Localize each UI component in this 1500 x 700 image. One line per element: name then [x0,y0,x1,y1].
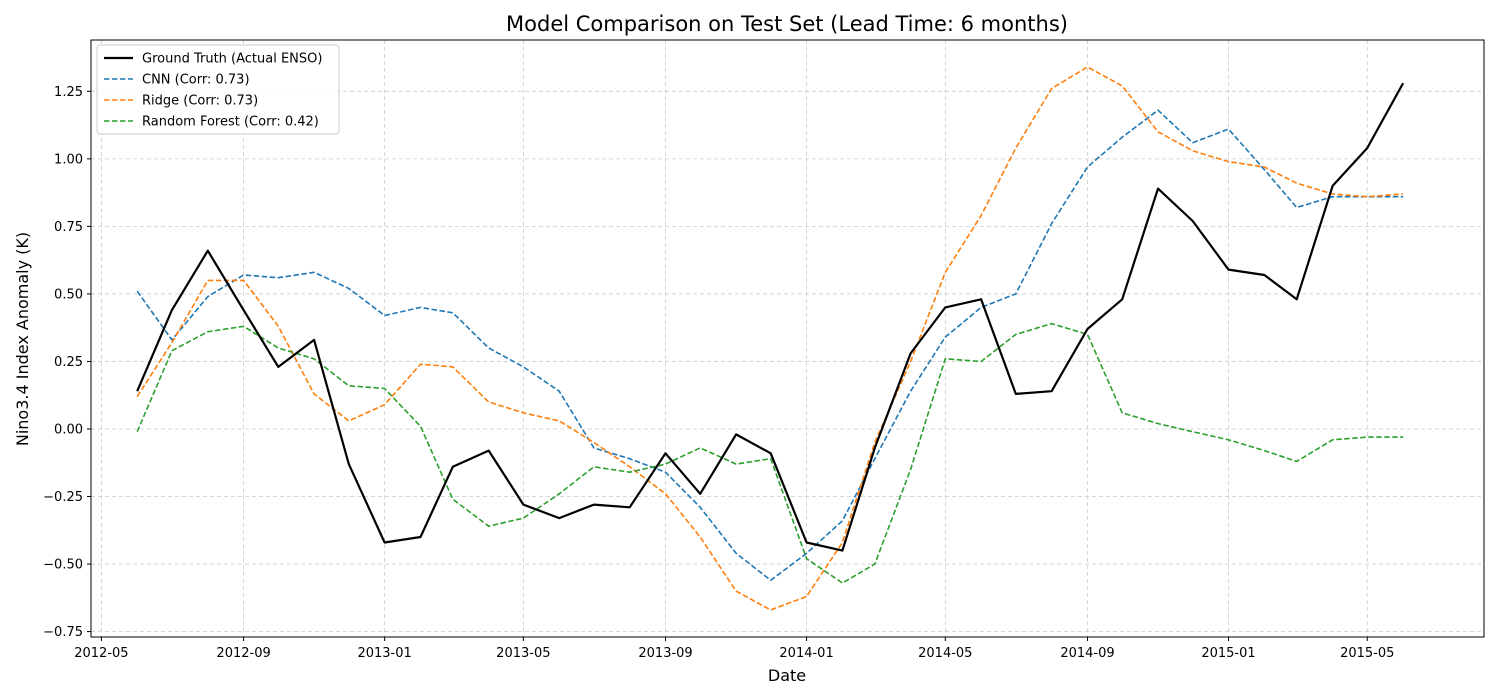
x-tick-label: 2014-09 [1060,646,1114,661]
y-tick-label: 0.25 [54,355,83,370]
x-tick-label: 2012-09 [216,646,270,661]
x-tick-label: 2013-01 [357,646,411,661]
x-tick-label: 2014-01 [779,646,833,661]
series-group [136,66,1405,611]
x-tick-label: 2015-01 [1201,646,1255,661]
legend-label: CNN (Corr: 0.73) [142,73,250,88]
series-line-random-forest [136,322,1404,584]
y-tick-label: 0.50 [54,287,83,302]
y-tick-label: −0.25 [43,490,83,505]
y-tick-label: 1.00 [54,152,83,167]
x-tick-label: 2014-05 [918,646,972,661]
series-line-ground-truth [136,82,1405,552]
legend-label: Ridge (Corr: 0.73) [142,94,258,109]
legend-label: Random Forest (Corr: 0.42) [142,115,319,130]
y-axis-title: Nino3.4 Index Anomaly (K) [13,232,32,446]
axes: 2012-05 2012-09 2013-01 2013-05 2013-09 2014-… [43,85,1394,661]
plot-area-frame [90,39,1485,638]
legend-box [96,44,340,135]
x-tick-label: 2015-05 [1340,646,1394,661]
y-tick-label: −0.50 [43,558,83,573]
series-line-cnn [136,109,1404,582]
legend: Ground Truth (Actual ENSO) CNN (Corr: 0.7… [96,44,340,135]
x-tick-label: 2013-09 [638,646,692,661]
y-tick-label: 1.25 [54,85,83,100]
chart-title: Model Comparison on Test Set (Lead Time:… [506,12,1068,36]
y-tick-label: −0.75 [43,625,83,640]
y-tick-label: 0.75 [54,220,83,235]
series-line-ridge [136,66,1404,611]
x-axis-title: Date [768,666,806,685]
legend-label: Ground Truth (Actual ENSO) [142,52,322,67]
x-tick-label: 2013-05 [496,646,550,661]
x-tick-label: 2012-05 [74,646,128,661]
y-tick-label: 0.00 [54,422,83,437]
